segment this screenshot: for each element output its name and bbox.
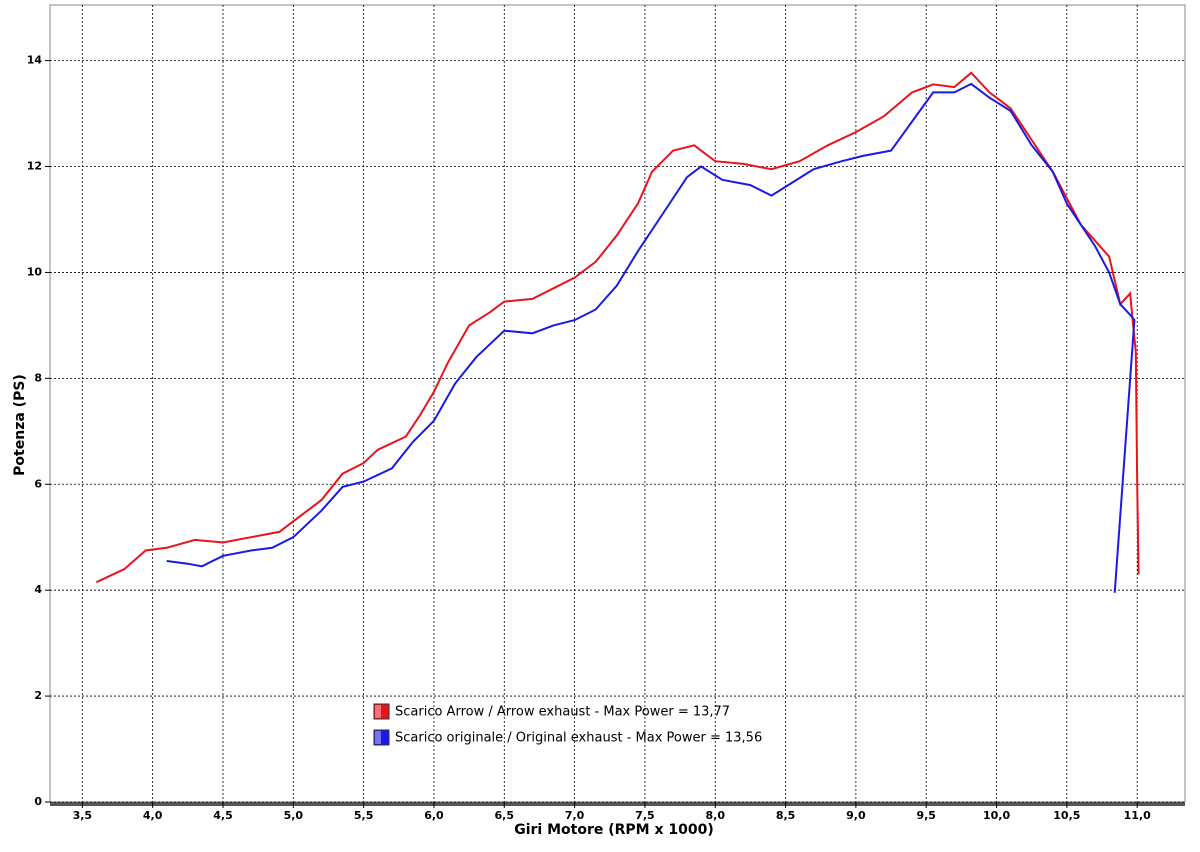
x-tick-label: 5,0 [284, 809, 304, 822]
legend-swatch [373, 729, 390, 746]
x-tick-label: 9,5 [916, 809, 936, 822]
x-tick-label: 11,0 [1124, 809, 1151, 822]
x-tick-label: 10,0 [983, 809, 1010, 822]
x-tick-label: 5,5 [354, 809, 374, 822]
y-tick-label: 4 [34, 583, 42, 596]
x-axis-title: Giri Motore (RPM x 1000) [514, 822, 714, 838]
x-tick-label: 6,0 [424, 809, 444, 822]
y-tick-label: 0 [34, 795, 42, 808]
legend-label: Scarico Arrow / Arrow exhaust - Max Powe… [395, 705, 730, 720]
legend-swatch-shine [375, 705, 381, 718]
legend-swatch-shine [375, 731, 381, 744]
x-tick-label: 9,0 [846, 809, 866, 822]
series-line [166, 82, 1136, 593]
y-tick-label: 14 [27, 54, 43, 67]
legend-swatch [373, 703, 390, 720]
plot-area [49, 4, 1186, 803]
y-tick-label: 10 [27, 265, 43, 278]
y-tick-label: 6 [34, 477, 42, 490]
y-tick-label: 2 [34, 689, 42, 702]
x-tick-label: 7,0 [565, 809, 585, 822]
x-axis-bar [50, 802, 1185, 806]
x-tick-label: 7,5 [635, 809, 655, 822]
x-tick-label: 4,0 [143, 809, 163, 822]
x-tick-label: 8,0 [705, 809, 725, 822]
x-tick-label: 8,5 [776, 809, 796, 822]
y-tick-label: 12 [27, 160, 42, 173]
legend-label: Scarico originale / Original exhaust - M… [395, 731, 762, 746]
x-tick-label: 6,5 [495, 809, 515, 822]
x-tick-label: 3,5 [73, 809, 93, 822]
x-tick-label: 4,5 [213, 809, 233, 822]
y-axis-title: Potenza (PS) [12, 374, 28, 476]
x-tick-label: 10,5 [1053, 809, 1080, 822]
y-tick-label: 8 [34, 371, 42, 384]
